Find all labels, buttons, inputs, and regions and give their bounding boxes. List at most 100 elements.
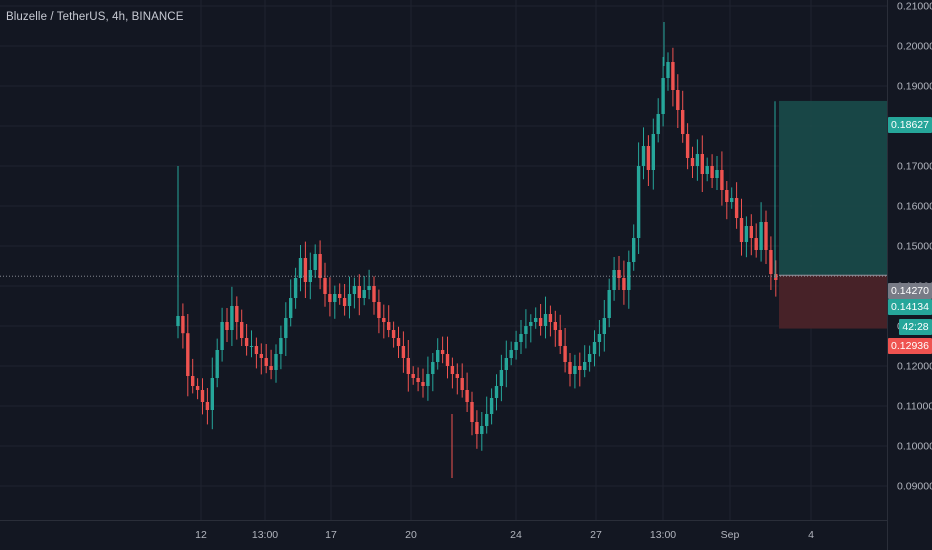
x-tick-label: Sep [721,529,740,541]
candle-body [455,374,459,378]
candle-body [289,298,293,318]
candle-body [725,190,729,202]
candle-body [303,258,308,282]
candle-body [700,154,704,174]
y-tick-label: 0.11000 [897,401,932,413]
y-tick-label: 0.15000 [897,241,932,253]
candle-body [186,333,190,376]
y-tick-label: 0.21000 [897,1,932,13]
target-zone [779,100,887,276]
y-tick-label: 0.10000 [897,441,932,453]
candle-body [181,316,185,334]
candle-body [744,226,749,242]
candle-body [587,354,592,362]
candle-body [710,166,714,178]
x-tick-label: 27 [590,529,602,541]
candle-body [509,350,513,358]
candle-body [191,376,195,386]
candle-body [524,326,528,334]
candle-body [656,114,660,134]
candle-body [367,286,371,290]
candle-body [284,318,288,338]
candle-body [534,318,538,322]
x-tick-label: 4 [808,529,814,541]
candle-body [342,298,347,306]
candle-body [754,238,758,250]
candle-body [774,274,778,280]
candle-body [176,316,180,326]
candle-body [671,62,675,90]
stop-zone [779,275,887,329]
candle-body [563,346,567,362]
candle-body [352,286,357,294]
candle-body [592,342,597,354]
candle-body [543,314,548,326]
candle-body [470,402,474,422]
x-tick-label: 24 [510,529,522,541]
candle-body [641,146,646,166]
candle-body [421,382,425,386]
candle-body [666,62,670,78]
candle-body [558,330,562,346]
candle-body [436,350,440,362]
y-tick-label: 0.19000 [897,81,932,93]
candle-body [759,222,763,250]
candle-body [220,322,224,350]
candle-body [254,346,259,354]
candle-body [597,334,602,342]
y-tick-label: 0.17000 [897,161,932,173]
candle-body [377,302,381,318]
candle-body [573,366,577,374]
candle-body [529,322,533,326]
candle-body [661,78,665,114]
x-tick-label: 13:00 [650,529,676,541]
candle-body [426,374,430,386]
candle-body [568,362,572,374]
candle-body [391,330,396,338]
candle-body [235,306,239,322]
candle-body [494,386,499,398]
x-tick-label: 20 [405,529,417,541]
candle-body [676,90,680,110]
candle-body [734,198,739,218]
candle-body [715,170,719,178]
candle-body [749,226,753,238]
candle-body [416,378,420,382]
chart-title: Bluzelle / TetherUS, 4h, BINANCE [6,11,184,23]
candle-body [519,334,523,342]
candle-body [205,402,210,410]
candle-body [431,362,435,374]
candle-body [445,354,450,366]
candle-body [313,254,317,270]
candle-body [200,390,205,402]
candle-body [720,170,724,190]
candle-body [607,290,611,318]
candle-body [387,322,391,330]
candle-body [215,350,219,378]
candle-body [612,270,616,290]
y-tick-label: 0.09000 [897,481,932,493]
candle-body [406,358,410,374]
candle-body [210,378,214,410]
stop-price-tag: 0.12936 [888,338,932,354]
candle-body [553,322,557,330]
candle-body [264,358,268,366]
current-price-tag: 0.14134 [888,299,932,315]
candle-body [538,318,543,326]
candle-body [308,270,312,282]
candle-body [578,366,582,370]
candle-body [225,322,229,330]
candle-body [695,154,700,166]
candle-body [489,398,494,414]
candle-body [617,270,621,278]
candle-body [333,294,337,302]
x-tick-label: 12 [195,529,207,541]
candle-body [602,318,606,334]
candle-body [739,218,744,242]
candle-body [244,338,249,346]
candle-body [548,314,553,322]
candle-body [646,146,651,170]
candle-body [499,370,504,386]
candle-body [293,278,298,298]
